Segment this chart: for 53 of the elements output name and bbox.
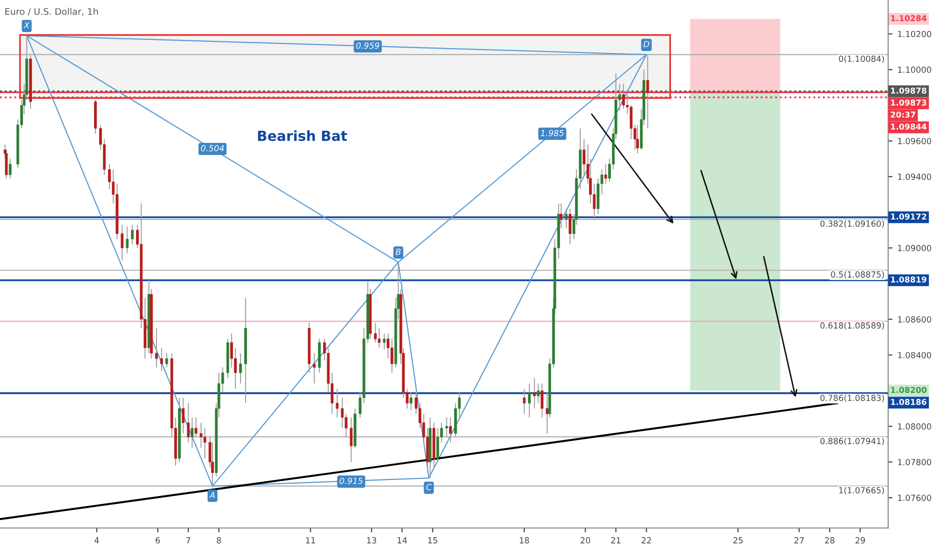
x-tick-label: 28: [824, 537, 834, 544]
x-tick-label: 29: [856, 537, 865, 544]
y-tick-label: 1.08000: [898, 423, 932, 430]
y-tick-label: 1.10200: [898, 30, 932, 38]
text: Euro / U.S. Dollar, 1h: [5, 8, 98, 16]
annotation: 0.504: [200, 145, 224, 152]
y-tick-label: 1.09400: [898, 174, 932, 180]
ref-line-label: 1.08819: [891, 276, 926, 283]
x-tick-label: 18: [520, 537, 529, 544]
annotation: 0(1.10084): [838, 55, 884, 63]
annotation: 0.959: [356, 42, 380, 49]
annotation: A: [209, 492, 215, 498]
annotation: 1.985: [540, 130, 564, 136]
annotation: B: [396, 248, 401, 255]
x-tick-label: 13: [367, 537, 376, 544]
y-tick-label: 1.08400: [898, 352, 932, 358]
annotation: C: [426, 484, 432, 490]
ref-line-label: 1.09878: [891, 88, 926, 94]
annotation: 1(1.07665): [839, 486, 884, 494]
ref-line-label: 1.09172: [891, 214, 926, 220]
annotation: 0.5(1.08875): [830, 271, 884, 279]
ref-line-label: 1.08186: [891, 398, 926, 405]
annotation: X: [24, 22, 30, 28]
y-tick-label: 1.07800: [898, 458, 932, 466]
y-tick-label: 1.07600: [898, 494, 932, 501]
annotation: 0.915: [340, 478, 363, 484]
text: 20:37: [890, 112, 916, 118]
x-tick-label: 15: [428, 537, 438, 544]
y-tick-label: 1.09000: [898, 244, 932, 252]
x-tick-label: 4: [94, 537, 99, 544]
legend-label: 1.09844: [891, 124, 927, 130]
annotation: 0.618(1.08589): [820, 322, 884, 330]
x-tick-label: 11: [306, 537, 316, 544]
x-tick-label: 6: [156, 537, 160, 544]
y-tick-label: 1.09600: [898, 138, 932, 144]
annotation: Bearish Bat: [258, 130, 348, 142]
x-tick-label: 8: [216, 537, 221, 544]
x-tick-label: 7: [186, 537, 190, 544]
x-tick-label: 20: [580, 537, 590, 544]
y-tick-label: 1.10000: [898, 66, 932, 73]
x-tick-label: 21: [611, 537, 620, 544]
x-tick-label: 14: [398, 537, 407, 544]
band-label: 1.08200: [891, 386, 926, 393]
x-tick-label: 22: [642, 537, 651, 544]
annotation: 0.886(1.07941): [820, 438, 884, 446]
band-label: 1.10284: [891, 15, 927, 22]
ref-line-label: 1.09873: [891, 100, 926, 106]
annotation: D: [643, 41, 650, 48]
annotation: 0.786(1.08183): [820, 394, 884, 402]
x-tick-label: 25: [733, 537, 743, 544]
x-tick-label: 27: [794, 537, 804, 544]
y-tick-label: 1.08600: [898, 316, 932, 323]
annotation: 0.382(1.09160): [820, 220, 884, 228]
